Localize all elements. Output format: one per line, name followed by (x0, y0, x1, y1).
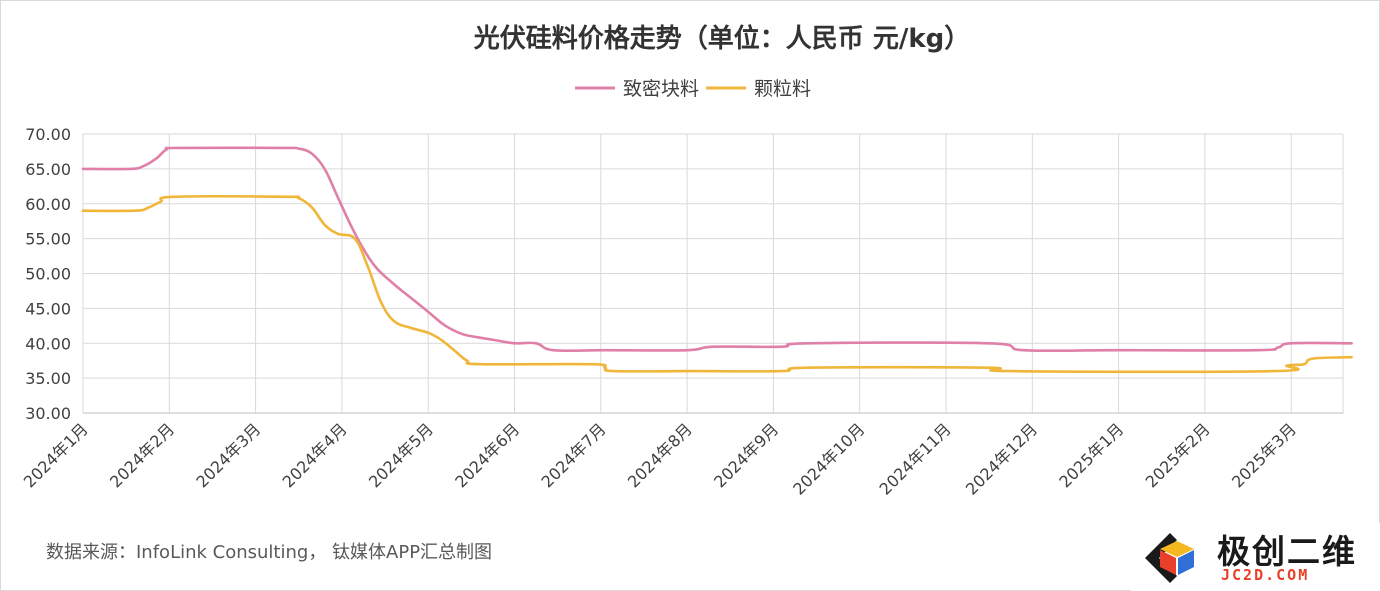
x-tick-label: 2024年5月 (365, 419, 437, 491)
y-tick-label: 50.00 (25, 265, 71, 284)
series-line-0 (81, 146, 1353, 353)
x-tick-label: 2024年6月 (451, 419, 523, 491)
y-tick-label: 60.00 (25, 195, 71, 214)
legend: 致密块料 颗粒料 (575, 78, 811, 100)
x-tick-label: 2024年3月 (192, 419, 264, 491)
x-tick-label: 2024年8月 (624, 419, 696, 491)
plot-lines (81, 146, 1353, 374)
logo-name: 极创二维 (1217, 532, 1357, 571)
y-tick-label: 30.00 (25, 404, 71, 423)
x-tick-label: 2024年2月 (106, 419, 178, 491)
x-tick-label: 2024年7月 (538, 419, 610, 491)
x-tick-label: 2025年3月 (1228, 419, 1300, 491)
x-tick-label: 2024年4月 (279, 419, 351, 491)
grid (82, 133, 1344, 414)
y-tick-label: 55.00 (25, 230, 71, 249)
x-tick-label: 2024年9月 (710, 419, 782, 491)
x-tick-label: 2025年1月 (1055, 419, 1127, 491)
series-line-1 (81, 195, 1353, 374)
chart-title: 光伏硅料价格走势（单位：人民币 元/kg） (473, 23, 970, 54)
legend-label: 颗粒料 (754, 78, 811, 100)
legend-label: 致密块料 (623, 78, 699, 100)
x-tick-label: 2024年10月 (789, 419, 868, 498)
y-axis: 30.00 35.00 40.00 45.00 50.00 55.00 60.00 65.00… (25, 125, 71, 423)
logo-domain: JC2D.COM (1221, 566, 1310, 584)
watermark-logo: 极创二维 JC2D.COM (1131, 523, 1380, 591)
y-tick-label: 65.00 (25, 160, 71, 179)
x-tick-label: 2024年1月 (20, 419, 92, 491)
x-tick-label: 2024年11月 (876, 419, 955, 498)
source-note: 数据来源：InfoLink Consulting， 钛媒体APP汇总制图 (46, 542, 493, 563)
x-tick-label: 2024年12月 (962, 419, 1041, 498)
cube-logo-icon (1145, 533, 1194, 583)
y-tick-label: 35.00 (25, 369, 71, 388)
x-tick-label: 2025年2月 (1142, 419, 1214, 491)
y-tick-label: 70.00 (25, 125, 71, 144)
x-axis: 2024年1月 2024年2月 2024年3月 2024年4月 2024年5月 2024年… (20, 412, 1343, 499)
y-tick-label: 45.00 (25, 299, 71, 318)
y-tick-label: 40.00 (25, 334, 71, 353)
